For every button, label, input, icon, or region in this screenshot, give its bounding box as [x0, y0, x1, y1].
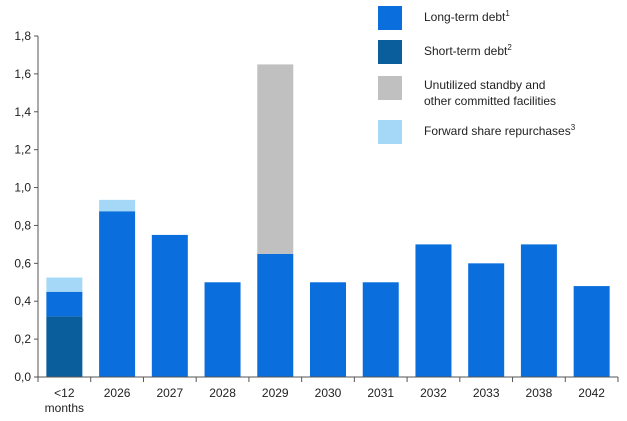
x-tick-label: 2032	[420, 386, 447, 400]
legend-swatch-forward-share-repurchases	[378, 120, 402, 144]
bar-long-term-debt	[99, 211, 136, 377]
bar-long-term-debt	[151, 234, 188, 377]
x-tick-label: 2029	[262, 386, 289, 400]
x-tick-label: 2030	[315, 386, 342, 400]
bar-short-term-debt	[46, 316, 83, 377]
x-tick-label: 2031	[367, 386, 394, 400]
x-tick-label: 2033	[473, 386, 500, 400]
bar-long-term-debt	[204, 282, 241, 377]
y-tick-label: 1,6	[14, 67, 31, 81]
legend-item-unutilized-facilities: Unutilized standby and other committed f…	[378, 74, 618, 120]
bar-long-term-debt	[362, 282, 399, 377]
bar-forward-share-repurchases	[99, 199, 136, 212]
legend-label-short-term-debt: Short-term debt	[424, 44, 508, 58]
y-tick-label: 0,0	[14, 370, 31, 384]
legend: Long-term debt1 Short-term debt2 Unutili…	[378, 6, 618, 154]
x-tick-label: 2028	[209, 386, 236, 400]
legend-item-forward-share-repurchases: Forward share repurchases3	[378, 120, 618, 154]
x-tick-label: 2042	[578, 386, 605, 400]
bar-long-term-debt	[257, 253, 294, 377]
bar-long-term-debt	[46, 291, 83, 317]
y-tick-label: 0,6	[14, 256, 31, 270]
legend-footnote-2: 2	[507, 43, 512, 52]
legend-label-unutilized-line1: Unutilized standby and	[424, 78, 546, 92]
legend-swatch-long-term-debt	[378, 6, 402, 30]
bar-long-term-debt	[520, 244, 557, 377]
legend-label-long-term-debt: Long-term debt	[424, 10, 506, 24]
bar-long-term-debt	[310, 282, 346, 377]
legend-item-long-term-debt: Long-term debt1	[378, 6, 618, 40]
y-tick-label: 1,0	[14, 181, 31, 195]
y-tick-label: 0,2	[14, 332, 31, 346]
y-tick-label: 0,8	[14, 218, 31, 232]
bar-forward-share-repurchases	[46, 277, 83, 292]
legend-swatch-short-term-debt	[378, 40, 402, 64]
legend-label-forward-share-repurchases: Forward share repurchases	[424, 124, 571, 138]
y-tick-label: 1,8	[14, 29, 31, 43]
x-tick-label: <12 months	[45, 386, 84, 415]
x-tick-label: 2026	[104, 386, 131, 400]
bar-long-term-debt	[573, 286, 610, 377]
bar-long-term-debt	[468, 263, 505, 377]
legend-footnote-1: 1	[505, 9, 510, 18]
y-tick-label: 1,4	[14, 105, 31, 119]
legend-swatch-unutilized-facilities	[378, 76, 402, 100]
legend-item-short-term-debt: Short-term debt2	[378, 40, 618, 74]
y-tick-label: 1,2	[14, 143, 31, 157]
bar-unutilized-standby-and-other-committed-facilities	[257, 64, 294, 254]
bar-long-term-debt	[415, 244, 452, 377]
x-tick-label: 2038	[526, 386, 553, 400]
legend-label-unutilized-line2: other committed facilities	[424, 94, 557, 108]
y-tick-label: 0,4	[14, 294, 31, 308]
x-tick-label: 2027	[156, 386, 183, 400]
legend-footnote-3: 3	[570, 123, 576, 132]
